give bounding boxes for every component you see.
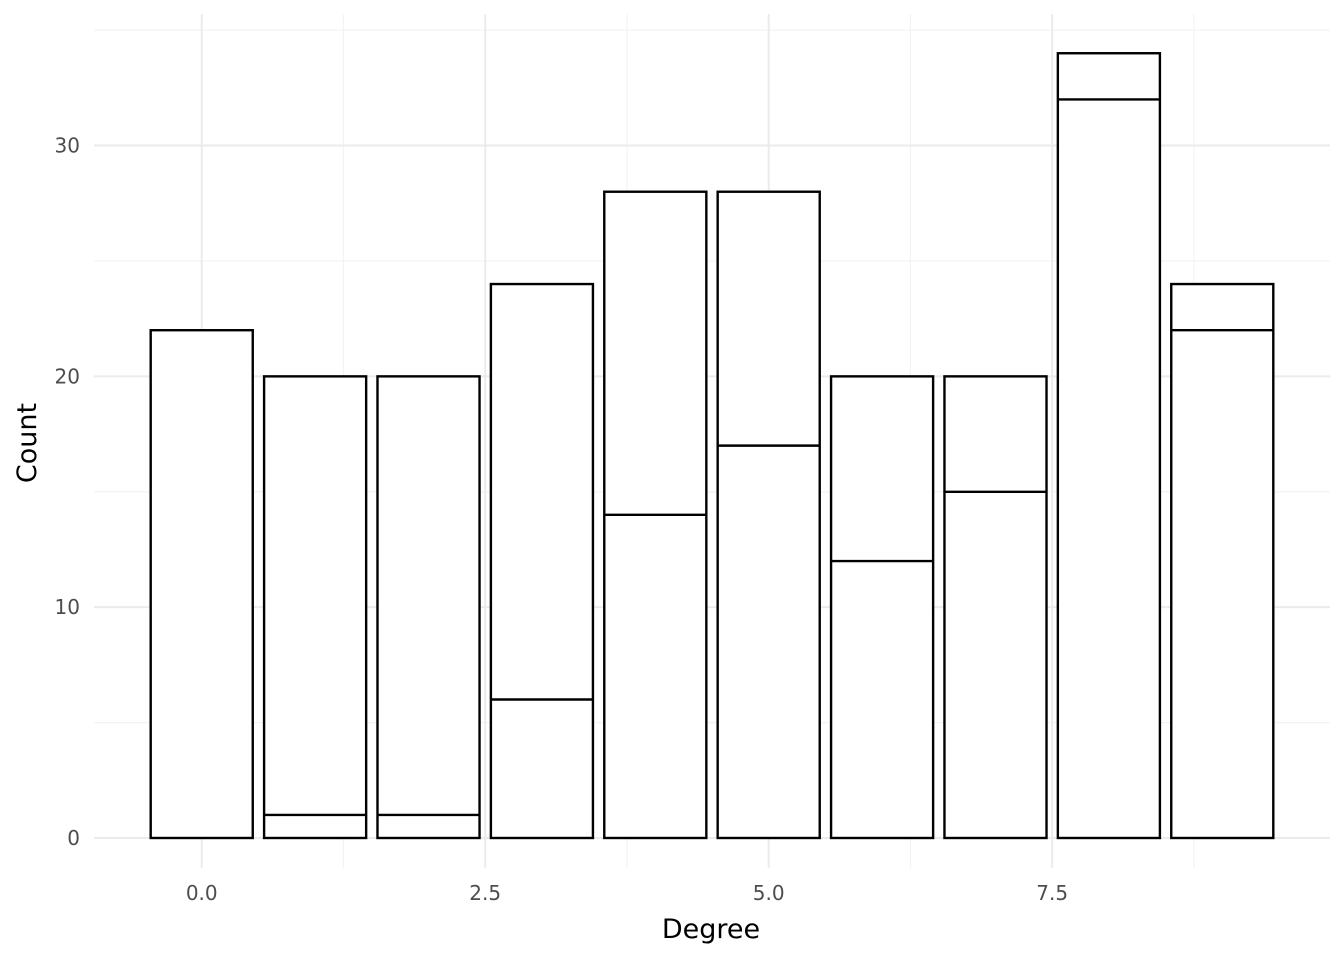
x-tick-label: 2.5 — [469, 881, 501, 905]
bar-total — [1170, 282, 1275, 840]
y-axis-title: Count — [12, 403, 43, 483]
bar-total — [943, 375, 1048, 840]
y-tick-label: 30 — [55, 134, 80, 158]
tick-labels: 0.0 2.5 5.0 7.5 0 10 20 30 — [55, 134, 1069, 905]
x-axis-title: Degree — [662, 914, 760, 945]
bar-total — [1056, 52, 1162, 840]
x-tick-label: 7.5 — [1036, 881, 1068, 905]
y-tick-label: 0 — [67, 826, 80, 850]
bar-total — [376, 375, 481, 840]
bar-total — [489, 282, 595, 840]
bar-total — [716, 190, 821, 840]
bar-total — [829, 375, 935, 840]
bar-total — [262, 375, 368, 840]
y-tick-label: 10 — [55, 595, 80, 619]
y-tick-label: 20 — [55, 364, 80, 388]
bars-layer — [149, 52, 1275, 840]
x-tick-label: 0.0 — [186, 881, 218, 905]
bar-total — [149, 329, 254, 840]
x-tick-label: 5.0 — [753, 881, 785, 905]
